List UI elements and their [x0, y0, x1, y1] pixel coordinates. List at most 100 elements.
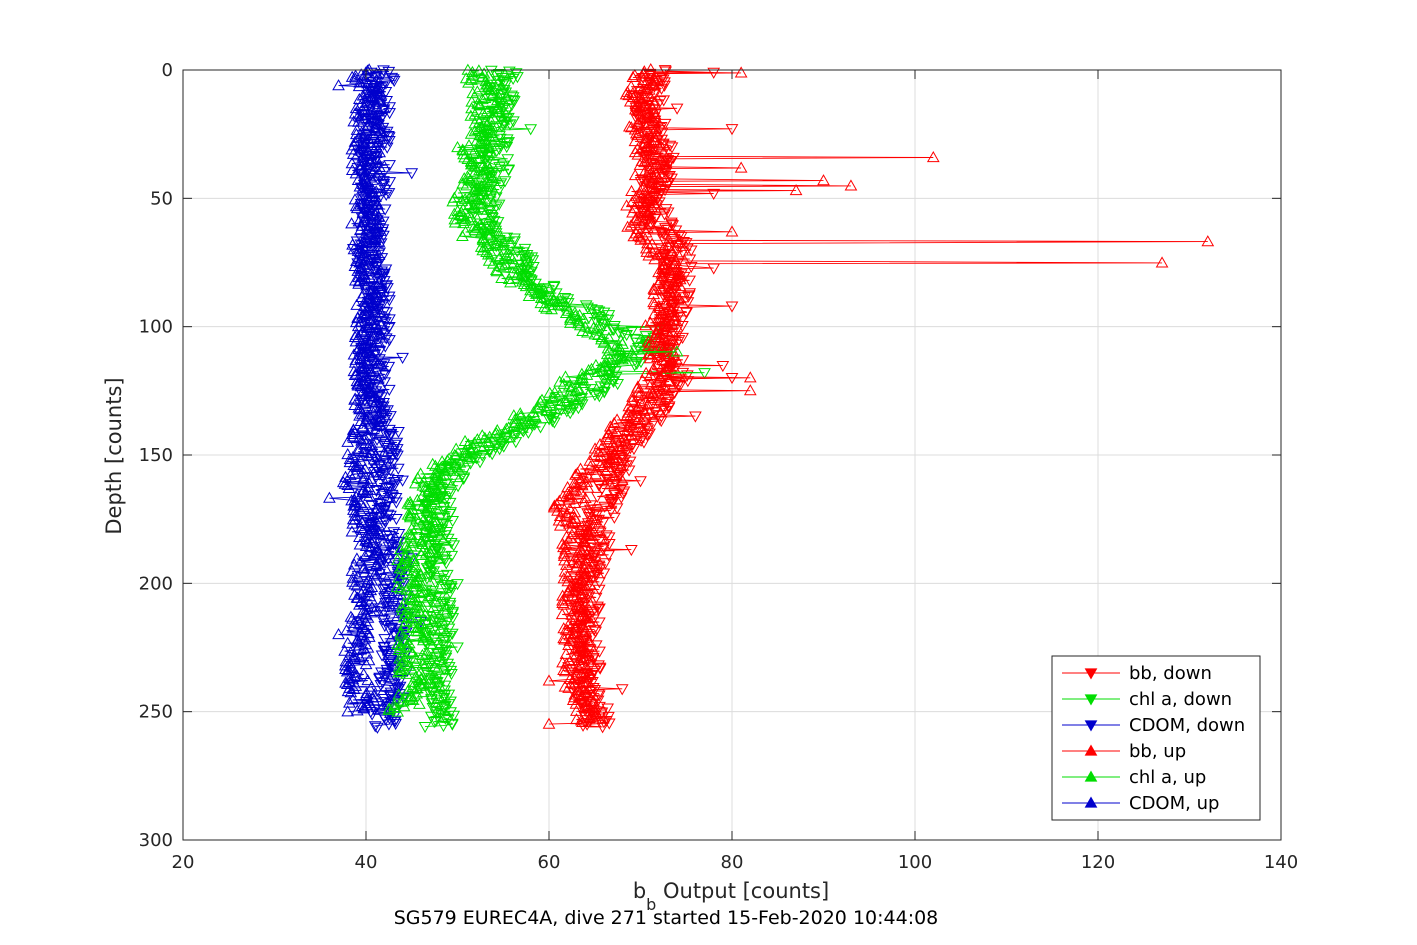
data-point: [593, 617, 606, 629]
data-point: [654, 383, 668, 395]
data-point: [580, 475, 594, 487]
data-point: [408, 561, 421, 573]
data-point: [524, 276, 538, 288]
data-point: [580, 520, 594, 532]
data-point: [353, 223, 367, 236]
data-point: [384, 691, 397, 703]
data-point: [427, 566, 441, 578]
data-point: [466, 69, 479, 81]
data-point: [587, 614, 600, 626]
data-point: [602, 373, 615, 385]
data-point: [476, 107, 490, 119]
data-point: [569, 697, 583, 709]
data-point: [394, 582, 407, 594]
data-point: [382, 624, 396, 636]
data-point: [575, 393, 589, 405]
data-point: [367, 128, 381, 140]
data-point: [437, 505, 450, 518]
data-point: [372, 235, 386, 247]
data-point: [346, 575, 359, 587]
legend-marker: [1084, 668, 1098, 680]
data-point: [359, 534, 372, 546]
data-point: [361, 79, 374, 91]
data-point: [382, 361, 396, 374]
data-point: [360, 191, 374, 203]
data-point: [433, 603, 447, 615]
data-point: [346, 513, 360, 525]
data-point: [630, 337, 644, 349]
data-point: [540, 399, 554, 411]
data-point: [350, 669, 364, 681]
data-point: [640, 189, 654, 201]
data-point: [394, 628, 407, 640]
data-point: [638, 198, 652, 210]
data-point: [602, 428, 615, 440]
data-point: [602, 550, 615, 562]
data-point: [600, 357, 614, 369]
data-point: [534, 291, 548, 303]
data-point: [669, 263, 682, 275]
data-point: [670, 325, 684, 337]
data-point: [633, 158, 647, 170]
data-point: [401, 542, 415, 554]
data-point: [661, 361, 674, 373]
data-point: [417, 585, 431, 597]
data-point: [352, 92, 366, 105]
data-point: [622, 418, 636, 430]
data-point: [396, 655, 410, 667]
data-point: [529, 278, 542, 290]
data-point: [575, 544, 589, 556]
data-point: [468, 223, 482, 235]
data-point: [383, 613, 397, 625]
data-point: [440, 632, 454, 644]
data-point: [597, 336, 611, 348]
data-point: [357, 562, 370, 574]
data-point: [666, 356, 680, 368]
data-point: [481, 124, 494, 136]
data-point: [658, 80, 671, 92]
data-point: [392, 528, 406, 541]
legend-marker: [1084, 744, 1098, 756]
data-point: [357, 702, 371, 714]
data-point: [596, 722, 609, 734]
data-point: [356, 483, 370, 496]
data-point: [357, 667, 371, 680]
data-point: [573, 692, 587, 704]
data-point: [378, 592, 391, 604]
data-point: [629, 227, 643, 239]
data-point: [381, 648, 394, 660]
data-point: [398, 611, 411, 623]
data-point: [543, 396, 557, 409]
data-point: [725, 225, 739, 237]
data-point: [435, 455, 449, 467]
data-point: [468, 436, 481, 448]
data-point: [464, 173, 477, 186]
data-point: [653, 96, 667, 108]
data-point: [563, 654, 577, 667]
y-axis-label: Depth [counts]: [102, 377, 126, 534]
data-point: [666, 390, 679, 402]
data-point: [464, 109, 478, 121]
data-point: [362, 118, 376, 130]
data-point: [628, 201, 641, 213]
data-point: [555, 301, 569, 314]
data-point: [545, 303, 558, 315]
data-point: [631, 148, 645, 160]
data-point: [648, 78, 661, 90]
data-point: [583, 454, 597, 466]
data-point: [418, 608, 432, 621]
data-point: [357, 642, 370, 654]
data-point: [348, 649, 362, 661]
data-point: [392, 688, 406, 700]
data-point: [589, 592, 603, 604]
data-point: [489, 442, 502, 454]
data-point: [367, 466, 381, 478]
data-point: [360, 279, 373, 291]
data-point: [573, 522, 587, 535]
data-point: [647, 114, 661, 126]
data-point: [369, 285, 383, 297]
data-point: [374, 603, 388, 615]
data-point: [609, 339, 623, 351]
data-point: [462, 76, 475, 88]
data-point: [360, 576, 374, 588]
